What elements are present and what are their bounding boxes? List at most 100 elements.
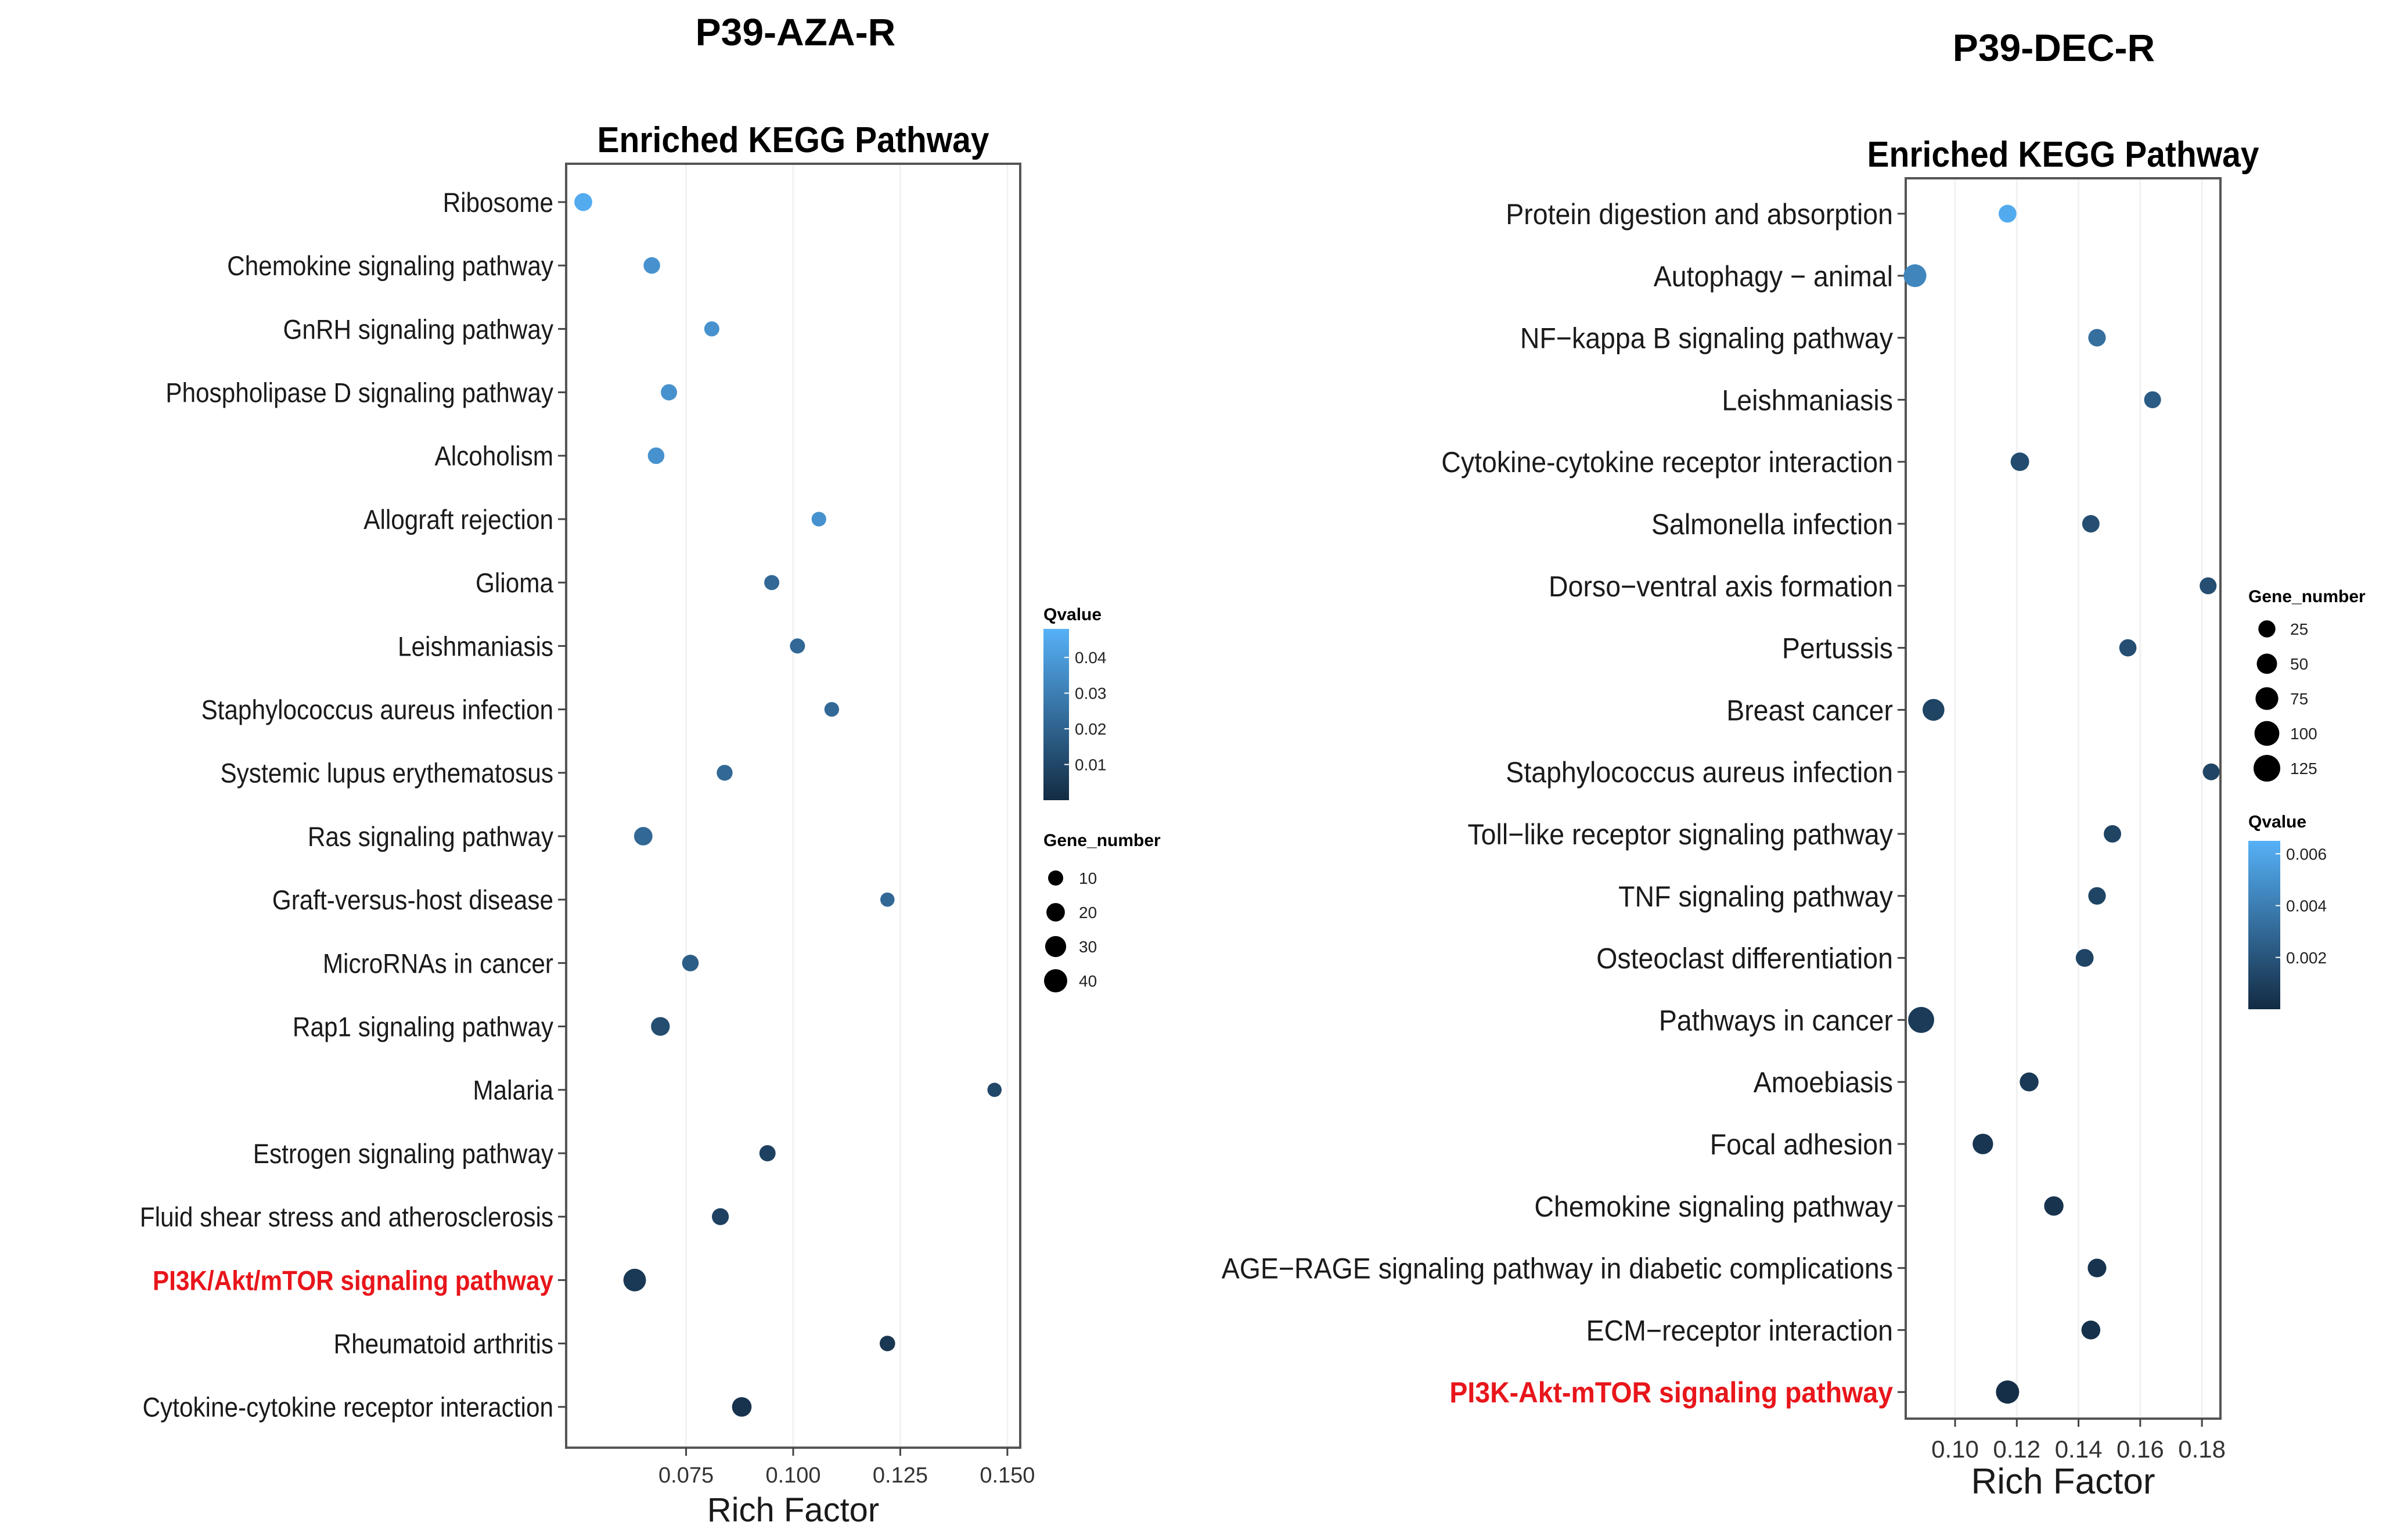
data-point (2044, 1196, 2064, 1216)
data-point (790, 638, 805, 654)
qvalue-colorbar (1043, 629, 1069, 800)
x-tick-label: 0.12 (1993, 1435, 2040, 1463)
data-point (661, 384, 678, 401)
data-point (712, 1208, 729, 1225)
category-label: AGE−RAGE signaling pathway in diabetic c… (1222, 1253, 1893, 1285)
category-label: Staphylococcus aureus infection (201, 696, 553, 726)
data-point (2020, 1072, 2039, 1092)
data-point (811, 512, 826, 527)
category-label: Leishmaniasis (398, 632, 553, 662)
size-legend-dot (2254, 721, 2280, 746)
data-point (2144, 391, 2161, 408)
category-label: Malaria (473, 1076, 553, 1106)
x-tick-label: 0.10 (1931, 1435, 1979, 1463)
data-point (2202, 763, 2220, 780)
category-label: Pathways in cancer (1659, 1005, 1893, 1037)
data-point (1923, 699, 1945, 721)
data-point (2082, 515, 2100, 532)
figure-label: P39-DEC-R (1953, 26, 2155, 69)
category-label: PI3K/Akt/mTOR signaling pathway (153, 1266, 553, 1296)
category-label: Rap1 signaling pathway (293, 1013, 554, 1043)
panel-aza: P39-AZA-R Enriched KEGG Pathway Ribosome Ch… (140, 10, 1161, 1529)
data-point (2075, 949, 2094, 967)
x-tick-label: 0.18 (2178, 1435, 2226, 1463)
x-axis-label: Rich Factor (707, 1491, 880, 1529)
size-legend-dot (2254, 755, 2280, 782)
data-point (704, 321, 719, 337)
plot-area (1905, 177, 2222, 1420)
size-legend-label: 20 (1079, 904, 1097, 922)
data-point (2200, 577, 2217, 595)
colorbar-tick-label: 0.04 (1075, 649, 1107, 667)
data-point (2119, 639, 2137, 657)
data-point (732, 1397, 752, 1417)
category-label: Salmonella infection (1651, 508, 1893, 541)
x-tick-label: 0.14 (2055, 1435, 2103, 1463)
data-point (1973, 1134, 1993, 1154)
data-point (1903, 264, 1927, 287)
size-legend-dot (2256, 653, 2277, 674)
category-label: Rheumatoid arthritis (334, 1330, 553, 1360)
category-label: Fluid shear stress and atherosclerosis (140, 1203, 553, 1233)
qvalue-legend-title: Qvalue (2248, 812, 2306, 832)
data-point (2087, 1258, 2107, 1278)
category-label: Cytokine-cytokine receptor interaction (142, 1393, 553, 1423)
x-tick-label: 0.150 (980, 1463, 1035, 1488)
x-axis-label: Rich Factor (1971, 1462, 2155, 1502)
data-point (2088, 329, 2106, 347)
data-point (1908, 1007, 1934, 1033)
category-label: PI3K-Akt-mTOR signaling pathway (1449, 1377, 1893, 1409)
category-label: Ras signaling pathway (308, 822, 554, 852)
category-label: MicroRNAs in cancer (323, 949, 553, 979)
x-tick-label: 0.125 (873, 1463, 928, 1488)
chart-title: Enriched KEGG Pathway (597, 120, 989, 160)
category-label: Allograft rejection (363, 505, 553, 535)
size-legend-dot (2258, 620, 2276, 638)
data-point (574, 193, 592, 211)
category-label: Toll−like receptor signaling pathway (1467, 818, 1893, 851)
data-point (647, 447, 665, 465)
data-point (651, 1017, 670, 1036)
size-legend-label: 50 (2290, 655, 2308, 673)
category-label: Pertussis (1782, 632, 1893, 665)
colorbar-tick-label: 0.02 (1075, 720, 1107, 738)
data-point (1996, 1380, 2020, 1404)
category-label: TNF signaling pathway (1618, 880, 1894, 913)
x-tick-label: 0.100 (765, 1463, 820, 1488)
gene-number-legend-title: Gene_number (1043, 831, 1161, 850)
x-tick-label: 0.16 (2117, 1435, 2164, 1463)
data-point (987, 1082, 1002, 1098)
colorbar-tick-label: 0.006 (2286, 845, 2327, 863)
category-label: GnRH signaling pathway (283, 315, 554, 345)
size-legend-label: 125 (2290, 760, 2317, 778)
category-label: Dorso−ventral axis formation (1549, 570, 1893, 603)
category-label: Cytokine-cytokine receptor interaction (1441, 447, 1893, 479)
category-label: Breast cancer (1726, 695, 1893, 727)
category-label: Alcoholism (435, 442, 553, 472)
size-legend-label: 100 (2290, 725, 2317, 743)
category-label: Chemokine signaling pathway (227, 251, 553, 282)
data-point (717, 765, 733, 781)
qvalue-legend-title: Qvalue (1043, 605, 1102, 624)
x-tick-label: 0.075 (658, 1463, 714, 1488)
size-legend-dot (1046, 903, 1065, 922)
category-label: Focal adhesion (1710, 1128, 1893, 1161)
size-legend-dot (1048, 870, 1063, 886)
size-legend-label: 75 (2290, 690, 2308, 708)
data-point (643, 257, 660, 274)
data-point (879, 1336, 895, 1351)
size-legend-label: 30 (1079, 938, 1097, 956)
figure-label: P39-AZA-R (696, 10, 896, 53)
data-point (1999, 204, 2017, 223)
category-label: Protein digestion and absorption (1506, 198, 1893, 231)
size-legend-dot (1044, 969, 1067, 992)
qvalue-colorbar (2248, 841, 2280, 1009)
category-label: Phospholipase D signaling pathway (165, 379, 553, 409)
category-label: Staphylococcus aureus infection (1506, 757, 1893, 789)
size-legend-dot (1045, 935, 1067, 958)
data-point (880, 892, 895, 907)
category-label: NF−kappa B signaling pathway (1520, 322, 1894, 355)
category-label: Osteoclast differentiation (1596, 942, 1893, 975)
data-point (2104, 825, 2121, 843)
